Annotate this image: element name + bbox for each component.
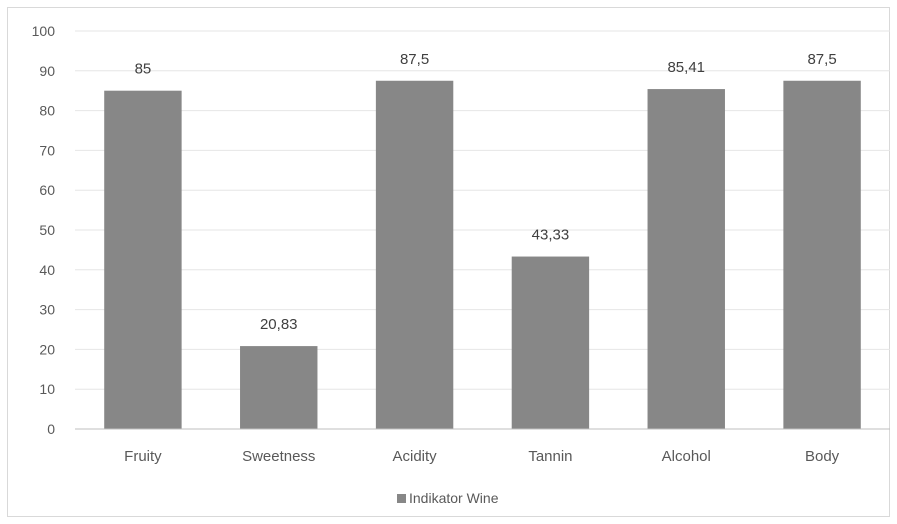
y-tick-label: 0 bbox=[47, 421, 55, 437]
x-tick-label: Acidity bbox=[392, 448, 437, 465]
bar bbox=[511, 256, 590, 429]
bar bbox=[240, 346, 318, 429]
legend-label: Indikator Wine bbox=[409, 490, 499, 506]
x-axis: Fruity Sweetness Acidity Tannin Alcohol Body bbox=[75, 428, 890, 465]
x-tick-label: Sweetness bbox=[242, 448, 315, 465]
bar bbox=[104, 90, 182, 429]
data-label: 85,41 bbox=[667, 59, 705, 76]
y-tick-label: 10 bbox=[39, 381, 55, 397]
data-label: 87,5 bbox=[807, 51, 836, 68]
data-label: 85 bbox=[135, 61, 152, 78]
y-tick-label: 50 bbox=[39, 222, 55, 238]
bar bbox=[647, 89, 725, 429]
data-label: 87,5 bbox=[400, 51, 429, 68]
bar bbox=[783, 80, 861, 429]
x-tick-label: Fruity bbox=[124, 448, 162, 465]
data-label: 20,83 bbox=[260, 316, 298, 333]
y-axis: 0 10 20 30 40 50 60 70 80 90 100 bbox=[32, 23, 56, 437]
x-tick-label: Body bbox=[805, 448, 840, 465]
y-tick-label: 40 bbox=[39, 262, 55, 278]
x-tick-label: Tannin bbox=[528, 448, 572, 465]
y-tick-label: 100 bbox=[32, 23, 56, 39]
y-tick-label: 80 bbox=[39, 103, 55, 119]
gridlines bbox=[75, 30, 890, 390]
x-tick-label: Alcohol bbox=[662, 448, 711, 465]
data-label: 43,33 bbox=[532, 227, 570, 244]
y-tick-label: 70 bbox=[39, 142, 55, 158]
y-tick-label: 90 bbox=[39, 63, 55, 79]
y-tick-label: 20 bbox=[39, 341, 55, 357]
y-tick-label: 60 bbox=[39, 182, 55, 198]
legend: Indikator Wine bbox=[397, 490, 499, 506]
y-tick-label: 30 bbox=[39, 302, 55, 318]
bar bbox=[375, 80, 454, 429]
bars: 85 20,83 87,5 43,33 85,41 87,5 bbox=[104, 51, 861, 429]
legend-swatch bbox=[397, 494, 406, 503]
